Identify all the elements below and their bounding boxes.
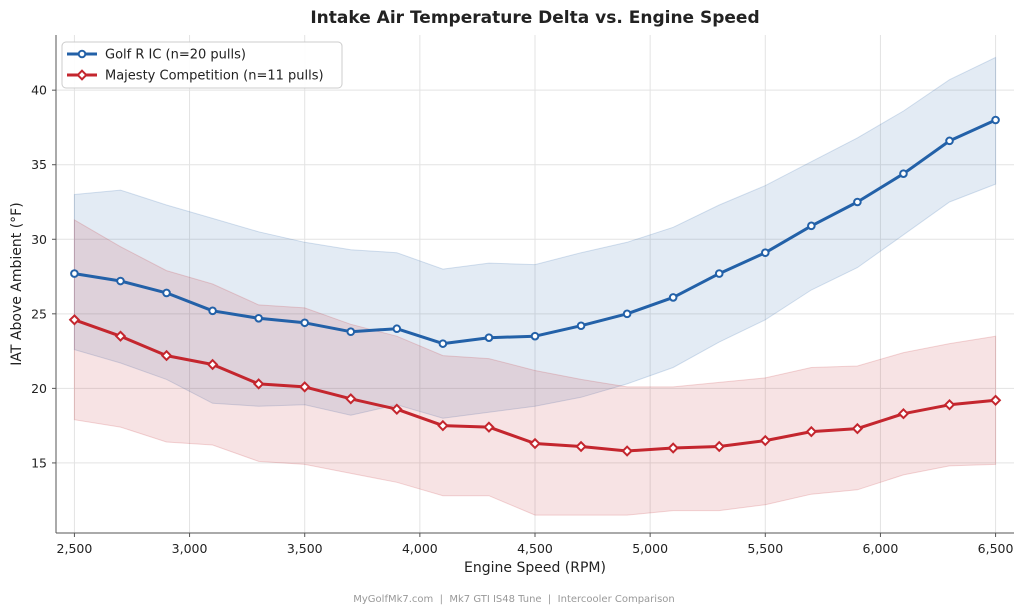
- point-series-1: [116, 276, 125, 286]
- y-tick-label: 15: [31, 455, 47, 470]
- y-tick-label: 20: [31, 381, 47, 396]
- x-tick-label: 6,500: [978, 541, 1014, 556]
- chart-title: Intake Air Temperature Delta vs. Engine …: [310, 8, 759, 28]
- y-tick-label: 25: [31, 306, 47, 321]
- x-tick-label: 5,000: [632, 541, 668, 556]
- legend: Golf R IC (n=20 pulls) Majesty Competitio…: [61, 41, 343, 89]
- point-series-1: [208, 306, 217, 316]
- point-series-1: [807, 221, 816, 231]
- point-series-2: [575, 440, 587, 453]
- point-series-2: [68, 314, 81, 326]
- point-series-1: [530, 331, 540, 341]
- point-series-1: [945, 136, 954, 146]
- x-tick-label: 2,500: [57, 541, 93, 556]
- point-series-2: [483, 421, 495, 433]
- point-series-2: [897, 408, 910, 420]
- point-series-1: [991, 115, 1000, 125]
- point-series-1: [392, 324, 402, 334]
- point-series-2: [943, 399, 956, 411]
- footer-text: MyGolfMk7.com | Mk7 GTI IS48 Tune | Inte…: [353, 594, 674, 605]
- legend-swatch-marker: [76, 69, 88, 81]
- tick-labels: 2,500 3,000 3,500 4,000 4,500 5,000 5,500 6,000…: [31, 83, 1013, 556]
- point-series-1: [484, 333, 494, 342]
- x-tick-label: 4,000: [402, 541, 438, 556]
- point-series-2: [437, 419, 449, 432]
- point-series-2: [713, 440, 725, 453]
- point-series-1: [714, 269, 724, 278]
- x-tick-label: 6,000: [863, 541, 899, 556]
- point-series-2: [252, 378, 265, 390]
- point-series-1: [668, 293, 678, 302]
- point-series-1: [254, 313, 263, 323]
- y-tick-label: 40: [31, 83, 47, 98]
- point-series-1: [162, 288, 171, 298]
- x-tick-label: 3,500: [287, 541, 323, 556]
- y-tick-label: 35: [31, 157, 47, 172]
- y-tick-label: 30: [31, 232, 47, 247]
- point-series-1: [300, 318, 310, 328]
- legend-box: [61, 41, 343, 89]
- x-tick-label: 4,500: [517, 541, 553, 556]
- x-tick-label: 3,000: [172, 541, 208, 556]
- point-series-1: [438, 339, 448, 348]
- legend-label: Golf R IC (n=20 pulls): [105, 48, 246, 63]
- point-series-2: [667, 442, 679, 454]
- point-series-2: [160, 349, 173, 362]
- point-series-2: [851, 422, 864, 435]
- point-series-2: [759, 434, 772, 447]
- point-series-2: [621, 445, 633, 457]
- legend-swatch-marker: [77, 49, 87, 59]
- series-markers: [68, 115, 1002, 457]
- point-series-2: [298, 381, 311, 393]
- x-tick-label: 5,500: [747, 541, 783, 556]
- point-series-1: [622, 309, 632, 319]
- point-series-1: [70, 269, 79, 278]
- point-series-1: [760, 248, 770, 257]
- point-series-1: [853, 197, 862, 207]
- point-series-2: [989, 394, 1002, 407]
- point-series-1: [576, 321, 586, 331]
- axes: [52, 35, 1014, 537]
- point-series-2: [114, 330, 127, 342]
- point-series-1: [899, 169, 908, 178]
- point-series-2: [206, 358, 219, 371]
- point-series-2: [805, 425, 818, 438]
- band-series-1: [73, 56, 997, 419]
- legend-label: Majesty Competition (n=11 pulls): [105, 69, 324, 84]
- point-series-1: [346, 327, 356, 337]
- point-series-2: [391, 403, 403, 415]
- x-axis-label: Engine Speed (RPM): [464, 560, 606, 576]
- point-series-2: [345, 393, 357, 405]
- y-axis-label: IAT Above Ambient (°F): [9, 202, 25, 365]
- point-series-2: [529, 437, 541, 450]
